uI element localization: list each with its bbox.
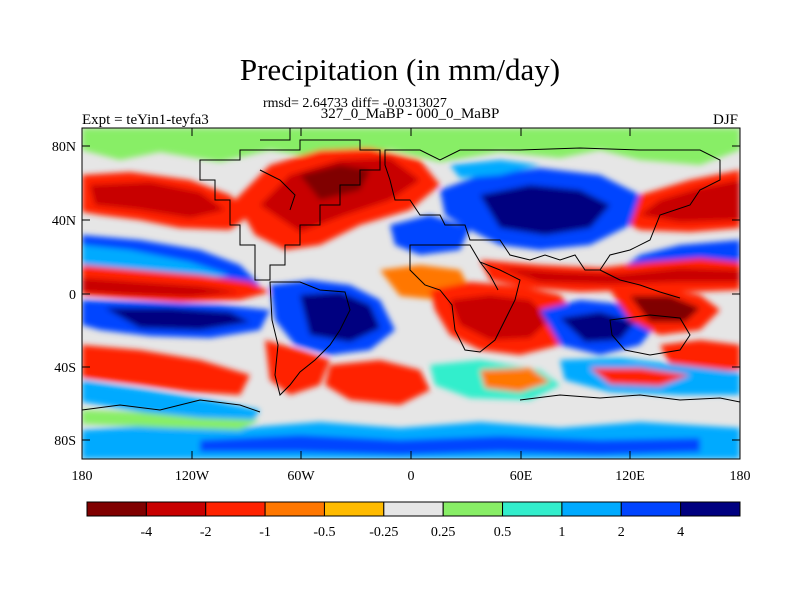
colorbar-swatch [680,501,741,517]
colorbar-swatch [323,501,385,517]
y-tick-label: 80N [52,140,76,155]
colorbar: -4 -2 -1 -0.5 -0.25 0.25 0.5 1 2 4 [86,501,741,540]
colorbar-swatch [145,501,207,517]
y-tick-label: 40N [52,214,76,229]
season-label: DJF [712,112,738,128]
colorbar-label: -0.25 [369,525,398,540]
x-tick-label: 120W [175,469,210,484]
plot-subtitle: 327_0_MaBP - 000_0_MaBP [320,106,500,122]
colorbar-label: 2 [618,525,625,540]
colorbar-label: -2 [200,525,212,540]
colorbar-swatch [620,501,682,517]
colorbar-swatch [383,501,444,517]
y-tick-label: 80S [54,434,76,449]
colorbar-swatch [442,501,504,517]
colorbar-swatch [264,501,325,517]
coastlines [82,128,740,413]
y-axis: 80N 40N 0 40S 80S [52,140,740,449]
colorbar-swatch [502,501,563,517]
colorbar-swatch [205,501,266,517]
experiment-label: Expt = teYin1-teyfa3 [82,112,209,128]
colorbar-label: 4 [677,525,684,540]
colorbar-label: 0.25 [431,525,456,540]
colorbar-label: 0.5 [494,525,512,540]
x-axis: 180 120W 60W 0 60E 120E 180 [72,128,751,484]
colorbar-label: -1 [259,525,271,540]
x-tick-label: 60E [510,469,533,484]
colorbar-swatch [561,501,622,517]
precip-field [82,128,740,459]
plot-title: Precipitation (in mm/day) [239,52,561,87]
x-tick-label: 120E [615,469,645,484]
stats-line: rmsd= 2.64733 diff= -0.0313027 [263,96,447,111]
x-tick-label: 0 [408,469,415,484]
colorbar-label: 1 [558,525,565,540]
colorbar-swatch [86,501,147,517]
x-tick-label: 60W [287,469,315,484]
y-tick-label: 40S [54,361,76,376]
colorbar-label: -4 [141,525,153,540]
x-tick-label: 180 [730,469,751,484]
colorbar-label: -0.5 [313,525,335,540]
y-tick-label: 0 [69,288,76,303]
x-tick-label: 180 [72,469,93,484]
